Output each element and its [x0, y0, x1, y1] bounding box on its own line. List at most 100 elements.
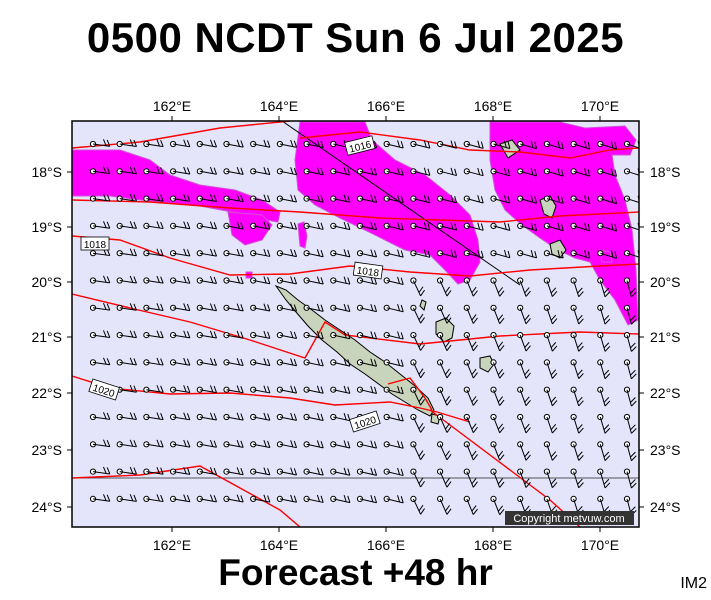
wind-barb-feather	[610, 168, 614, 176]
wind-barb-feather	[293, 277, 298, 285]
wind-barb-shaft	[359, 170, 377, 176]
wind-barb-feather	[418, 477, 424, 484]
wind-barb-feather	[316, 167, 321, 175]
wind-barb-feather	[551, 372, 558, 379]
wind-barb-feather	[610, 250, 614, 258]
wind-barb-feather	[290, 440, 294, 448]
wind-barb	[356, 331, 378, 340]
wind-barb-feather	[445, 395, 450, 403]
wind-barb	[597, 468, 611, 489]
wind-barb-feather	[587, 142, 591, 150]
wind-barb-shaft	[253, 307, 270, 312]
wind-barb-feather	[160, 467, 164, 475]
wind-barb-shaft	[599, 471, 606, 489]
wind-barb-feather	[578, 482, 584, 489]
wind-barb-shaft	[359, 252, 377, 258]
wind-barb	[356, 358, 378, 367]
wind-barb-shaft	[146, 225, 164, 230]
wind-barb-feather	[603, 506, 610, 512]
wind-barb	[330, 385, 351, 394]
wind-barb-feather	[530, 249, 534, 257]
wind-barb-feather	[343, 494, 347, 502]
wind-barb-shaft	[520, 252, 537, 259]
wind-barb	[170, 357, 191, 366]
wind-barb	[356, 249, 378, 258]
copyright-text: Copyright metvuw.com	[513, 513, 624, 525]
wind-barb-shaft	[279, 307, 297, 312]
wind-barb-feather	[209, 248, 214, 256]
wind-barb-feather	[472, 372, 478, 379]
wind-barb-feather	[587, 251, 591, 259]
wind-barb	[276, 303, 298, 312]
wind-barb	[303, 412, 324, 422]
wind-barb-shaft	[146, 143, 164, 148]
wind-barb-feather	[316, 139, 321, 147]
wind-barb	[303, 385, 324, 394]
wind-barb-shaft	[412, 362, 422, 379]
wind-barb-feather	[129, 412, 134, 420]
wind-barb-feather	[418, 341, 424, 348]
wind-barb-feather	[450, 249, 454, 257]
wind-barb-feather	[213, 140, 218, 148]
wind-barb-shaft	[466, 225, 484, 231]
latitude-axis: 18°S 19°S 20°S 21°S 22°S 23°S 24°S 18°S …	[31, 164, 680, 515]
wind-barb-shaft	[466, 389, 474, 406]
wind-barb-shaft	[413, 143, 431, 149]
wind-barb-feather	[472, 508, 478, 515]
wind-barb-feather	[480, 168, 484, 176]
wind-barb-feather	[263, 358, 267, 366]
wind-barb-feather	[183, 275, 187, 283]
wind-barb-shaft	[439, 444, 448, 461]
wind-barb-feather	[604, 427, 611, 434]
wind-barb-shaft	[119, 334, 137, 339]
wind-barb	[410, 359, 425, 379]
wind-barb-shaft	[546, 334, 553, 352]
wind-barb-feather	[400, 250, 404, 258]
wind-barb-shaft	[493, 444, 501, 461]
lon-label-bottom-166: 166°E	[367, 537, 405, 553]
wind-barb-feather	[507, 168, 511, 176]
wind-barb	[490, 277, 505, 297]
wind-barb	[490, 332, 505, 352]
wind-barb	[223, 330, 244, 339]
wind-barb-shaft	[146, 471, 164, 475]
wind-barb	[89, 139, 111, 148]
wind-barb-feather	[499, 454, 505, 461]
wind-barb-feather	[551, 345, 558, 352]
wind-barb-shaft	[573, 225, 591, 232]
wind-barb-feather	[550, 342, 557, 348]
wind-barb-feather	[604, 318, 611, 325]
wind-barb-feather	[236, 166, 241, 174]
wind-barb-feather	[603, 451, 610, 458]
wind-barb-feather	[316, 440, 321, 448]
wind-barb	[437, 386, 452, 406]
wind-barb-shaft	[253, 170, 270, 176]
wind-barb	[89, 466, 111, 475]
wind-barb-shaft	[519, 471, 527, 488]
wind-barb-feather	[106, 412, 111, 420]
wind-barb-feather	[534, 141, 538, 149]
wind-barb-feather	[156, 275, 160, 283]
wind-barb-feather	[183, 385, 187, 393]
wind-barb-feather	[397, 413, 401, 421]
wind-barb	[276, 440, 298, 449]
wind-barb-feather	[103, 221, 107, 228]
wind-barb	[223, 412, 244, 421]
wind-barb-feather	[213, 167, 218, 175]
wind-barb-feather	[400, 468, 404, 476]
wind-barb	[250, 194, 271, 203]
wind-barb-feather	[524, 369, 530, 376]
wind-barb-feather	[577, 369, 583, 376]
wind-barb-shaft	[573, 334, 580, 352]
wind-barb-feather	[534, 169, 538, 177]
wind-barb-shaft	[92, 280, 110, 284]
wind-barb	[170, 330, 191, 339]
wind-barb	[250, 358, 271, 367]
wind-barb-feather	[240, 249, 244, 257]
wind-barb-shaft	[439, 252, 457, 258]
wind-barb	[437, 167, 458, 177]
wind-barb	[143, 221, 164, 230]
wind-barb	[383, 413, 404, 422]
wind-barb-shaft	[92, 143, 110, 147]
